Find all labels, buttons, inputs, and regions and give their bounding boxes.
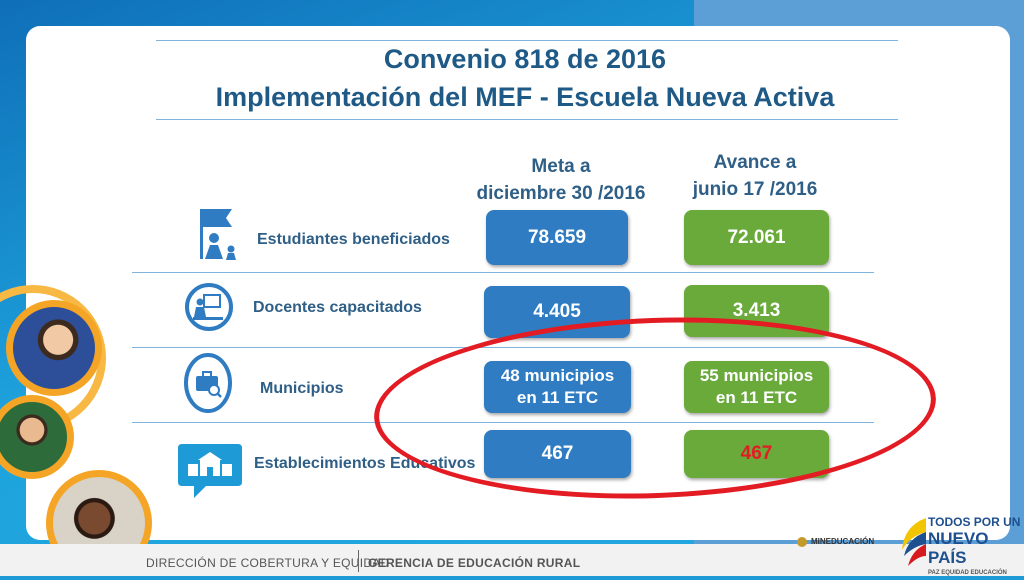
flag-children-icon [196,205,240,261]
footer-separator [358,550,359,572]
footer-right-text: GERENCIA DE EDUCACIÓN RURAL [368,556,581,570]
student-photo [0,395,74,479]
teacher-board-icon [184,280,234,334]
meta-value-establecimientos-text: 467 [541,443,574,464]
column-header-meta: Meta a diciembre 30 /2016 [466,153,656,207]
row-label-docentes: Docentes capacitados [253,299,422,316]
briefcase-search-icon [183,352,233,414]
column-header-meta-line2: diciembre 30 /2016 [476,183,646,204]
avance-value-municipios-line2: en 11 ETC [715,388,798,407]
row-divider [132,422,874,423]
column-header-avance: Avance a junio 17 /2016 [660,149,850,203]
title-bottom-rule [156,119,898,120]
meta-value-municipios: 48 municipios en 11 ETC [484,361,631,413]
column-header-meta-line1: Meta a [531,156,591,177]
meta-value-docentes: 4.405 [484,286,630,338]
footer-left-text: DIRECCIÓN DE COBERTURA Y EQUIDAD [146,556,390,570]
meta-value-establecimientos: 467 [484,430,631,478]
student-photo [6,300,102,396]
avance-value-estudiantes-text: 72.061 [727,226,786,248]
meta-value-municipios-line2: en 11 ETC [516,388,599,407]
footer-bar [0,544,1024,576]
meta-value-estudiantes-text: 78.659 [527,226,587,248]
column-header-avance-line1: Avance a [713,152,797,173]
nuevo-pais-line2: NUEVO PAÍS [928,529,989,567]
title-top-rule [156,40,898,41]
slide-subtitle: Implementación del MEF - Escuela Nueva A… [215,82,835,112]
column-header-avance-line2: junio 17 /2016 [692,179,818,200]
school-building-icon [176,440,244,502]
row-divider [132,272,874,273]
row-divider [132,347,874,348]
todos-por-un-nuevo-pais-logo: TODOS POR UN NUEVO PAÍS PAZ EQUIDAD EDUC… [928,516,1024,580]
avance-value-municipios: 55 municipios en 11 ETC [684,361,829,413]
meta-value-estudiantes: 78.659 [486,210,628,265]
nuevo-pais-line1: TODOS POR UN [928,515,1021,529]
nuevo-pais-line3: PAZ EQUIDAD EDUCACIÓN [928,570,1007,576]
mineducacion-logo: MINEDUCACIÓN [811,537,875,546]
row-label-establecimientos: Establecimientos Educativos [254,455,476,472]
avance-value-docentes-text: 3.413 [732,300,781,321]
coat-of-arms-icon [796,535,808,547]
avance-value-establecimientos-text: 467 [740,443,773,464]
row-label-municipios: Municipios [260,380,344,397]
slide-title: Convenio 818 de 2016 [383,44,667,74]
meta-value-docentes-text: 4.405 [533,301,581,322]
avance-value-estudiantes: 72.061 [684,210,829,265]
avance-value-docentes: 3.413 [684,285,829,337]
colombia-flag-swoosh-icon [896,516,930,568]
avance-value-establecimientos: 467 [684,430,829,478]
row-label-estudiantes: Estudiantes beneficiados [257,231,450,248]
meta-value-municipios-line1: 48 municipios [500,366,615,385]
avance-value-municipios-line1: 55 municipios [699,366,814,385]
